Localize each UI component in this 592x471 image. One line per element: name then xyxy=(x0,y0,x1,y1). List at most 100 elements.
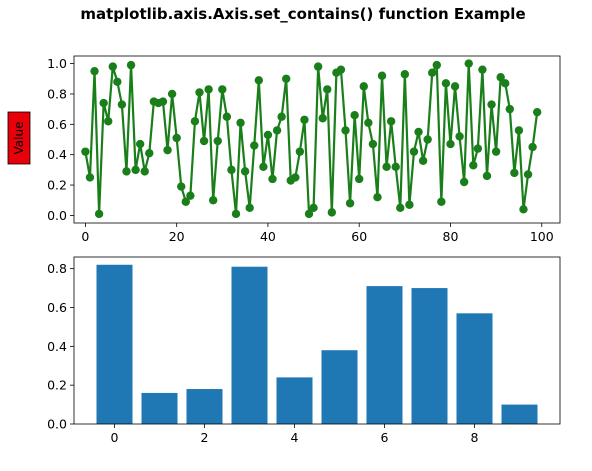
data-point-60 xyxy=(355,174,364,184)
bar-2 xyxy=(186,389,223,424)
data-point-1 xyxy=(85,173,95,182)
data-point-72 xyxy=(409,147,419,156)
data-point-98 xyxy=(528,142,537,152)
y-tick-label: 0.6 xyxy=(47,300,67,315)
x-tick-label: 100 xyxy=(530,229,554,244)
data-point-29 xyxy=(213,136,222,146)
data-point-39 xyxy=(259,162,268,172)
y-tick-label: 0.8 xyxy=(47,86,67,101)
y-tick-label: 0.4 xyxy=(47,147,67,162)
data-point-53 xyxy=(323,85,332,94)
data-point-70 xyxy=(400,70,410,79)
bar-4 xyxy=(276,377,313,424)
data-point-46 xyxy=(291,173,300,182)
data-point-47 xyxy=(295,147,305,156)
data-point-76 xyxy=(428,68,437,77)
data-point-27 xyxy=(204,85,213,94)
data-point-50 xyxy=(309,203,318,213)
y-tick-label: 0.2 xyxy=(47,178,67,193)
data-point-3 xyxy=(94,209,104,219)
data-point-13 xyxy=(140,167,149,176)
x-tick-label: 60 xyxy=(351,229,367,244)
data-point-66 xyxy=(382,162,391,172)
x-tick-label: 6 xyxy=(381,430,389,445)
y-tick-label: 1.0 xyxy=(47,56,67,71)
y-tick-label: 0.0 xyxy=(47,417,67,432)
y-tick-label: 0.6 xyxy=(47,117,67,132)
data-point-59 xyxy=(350,111,359,120)
y-tick-label: 0.8 xyxy=(47,261,67,276)
data-point-4 xyxy=(99,98,108,108)
data-point-83 xyxy=(459,177,469,187)
data-point-99 xyxy=(532,107,542,117)
data-point-41 xyxy=(268,174,277,184)
bar-0 xyxy=(96,264,133,424)
data-point-11 xyxy=(131,165,140,175)
data-point-18 xyxy=(163,145,172,155)
data-point-9 xyxy=(122,167,131,176)
ylabel-box xyxy=(7,111,31,165)
data-point-6 xyxy=(108,62,117,71)
axes-frame xyxy=(73,256,561,425)
bar-6 xyxy=(366,286,403,424)
data-point-31 xyxy=(222,112,232,121)
data-point-2 xyxy=(90,66,99,76)
data-point-38 xyxy=(254,76,264,85)
data-point-84 xyxy=(464,59,473,68)
data-point-21 xyxy=(177,182,186,191)
data-point-56 xyxy=(336,65,346,74)
axes-frame xyxy=(73,55,561,224)
data-point-65 xyxy=(377,71,387,80)
data-point-74 xyxy=(418,156,428,165)
data-point-36 xyxy=(245,203,254,213)
data-point-10 xyxy=(126,60,136,70)
data-point-49 xyxy=(304,209,314,219)
data-point-32 xyxy=(227,165,236,175)
bar-3 xyxy=(231,266,268,424)
data-point-37 xyxy=(250,141,259,150)
data-point-90 xyxy=(491,147,501,156)
data-point-30 xyxy=(218,85,227,94)
data-point-52 xyxy=(318,114,327,123)
bar-8 xyxy=(456,313,493,424)
y-axis-label: Value xyxy=(12,122,26,155)
y-tick-label: 0.2 xyxy=(47,378,67,393)
bar-chart-axes: 0 2 4 6 8 0.0 0.2 0.4 0.6 0.8 xyxy=(47,256,561,445)
data-point-95 xyxy=(514,126,524,135)
data-point-12 xyxy=(135,139,145,149)
data-point-43 xyxy=(277,112,286,121)
data-point-35 xyxy=(240,167,250,176)
data-point-34 xyxy=(236,118,245,128)
data-point-73 xyxy=(414,127,423,137)
data-point-78 xyxy=(437,197,446,206)
data-point-17 xyxy=(158,97,168,106)
data-point-33 xyxy=(231,209,241,219)
x-tick-label: 0 xyxy=(111,430,119,445)
data-point-24 xyxy=(190,117,200,126)
data-point-0 xyxy=(81,147,90,156)
data-point-96 xyxy=(519,205,528,214)
data-point-77 xyxy=(432,60,441,70)
data-point-86 xyxy=(473,144,483,153)
data-point-81 xyxy=(450,82,460,91)
x-tick-label: 80 xyxy=(443,229,459,244)
data-point-22 xyxy=(181,197,191,206)
x-tick-label: 8 xyxy=(471,430,479,445)
x-tick-label: 0 xyxy=(81,229,89,244)
data-point-71 xyxy=(405,200,414,209)
bar-9 xyxy=(501,404,538,424)
x-tick-label: 20 xyxy=(169,229,185,244)
data-point-63 xyxy=(368,139,378,149)
data-point-54 xyxy=(327,208,337,217)
data-point-85 xyxy=(469,161,478,170)
data-point-89 xyxy=(487,100,496,109)
data-point-68 xyxy=(391,162,400,172)
x-tick-label: 2 xyxy=(201,430,209,445)
data-point-82 xyxy=(455,132,464,141)
data-point-92 xyxy=(501,79,510,88)
data-point-69 xyxy=(396,203,405,213)
figure-title: matplotlib.axis.Axis.set_contains() func… xyxy=(80,5,525,23)
data-point-64 xyxy=(373,192,382,202)
data-point-20 xyxy=(172,133,181,143)
data-point-67 xyxy=(386,117,396,126)
